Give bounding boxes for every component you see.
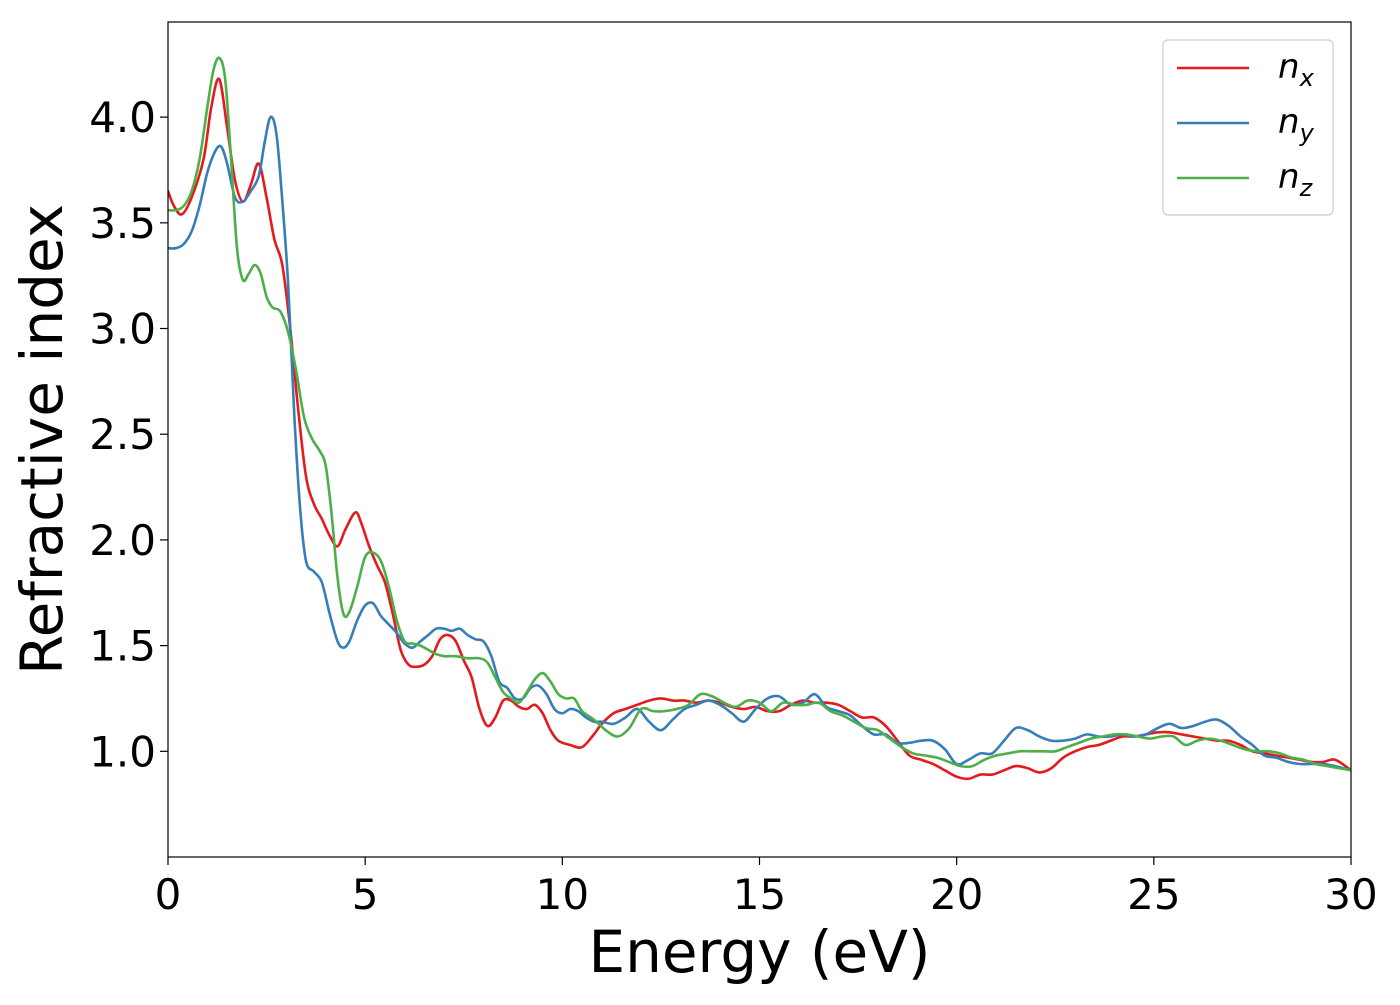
x-axis-title: Energy (eV) (588, 918, 930, 986)
legend-label-main: n (1278, 157, 1300, 197)
x-tick-label: 25 (1127, 870, 1180, 919)
legend-label-subscript: x (1299, 64, 1315, 92)
legend-box (1162, 39, 1334, 216)
y-tick-label: 1.0 (89, 727, 156, 776)
x-tick-label: 5 (352, 870, 379, 919)
y-tick-label: 2.0 (89, 516, 156, 565)
legend-label-main: n (1278, 102, 1300, 142)
series-line-n-z (168, 56, 1351, 772)
x-tick-label: 30 (1324, 870, 1377, 919)
x-tick-label: 0 (155, 870, 182, 919)
legend-label-subscript: y (1299, 119, 1315, 147)
y-tick-label: 4.0 (89, 93, 156, 142)
y-tick-label: 2.5 (89, 410, 156, 459)
y-tick-label: 1.5 (89, 622, 156, 671)
x-tick-label: 20 (930, 870, 983, 919)
legend-label-n-x: nx (1278, 47, 1315, 92)
legend-label-main: n (1278, 47, 1300, 87)
tick-layer: 0 5 10 15 20 25 30 1.0 1.5 2.0 2.5 3.0 3.5 4.0 (89, 93, 1378, 919)
y-tick-label: 3.5 (89, 199, 156, 248)
legend-label-subscript: z (1299, 174, 1314, 202)
legend-label-n-y: ny (1278, 102, 1315, 147)
x-tick-label: 10 (536, 870, 589, 919)
y-tick-label: 3.0 (89, 305, 156, 354)
legend-label-n-z: nz (1278, 157, 1314, 202)
y-axis-title: Refractive index (8, 204, 76, 675)
x-tick-label: 15 (733, 870, 786, 919)
series-line-n-x (168, 77, 1351, 781)
series-layer (168, 56, 1351, 781)
